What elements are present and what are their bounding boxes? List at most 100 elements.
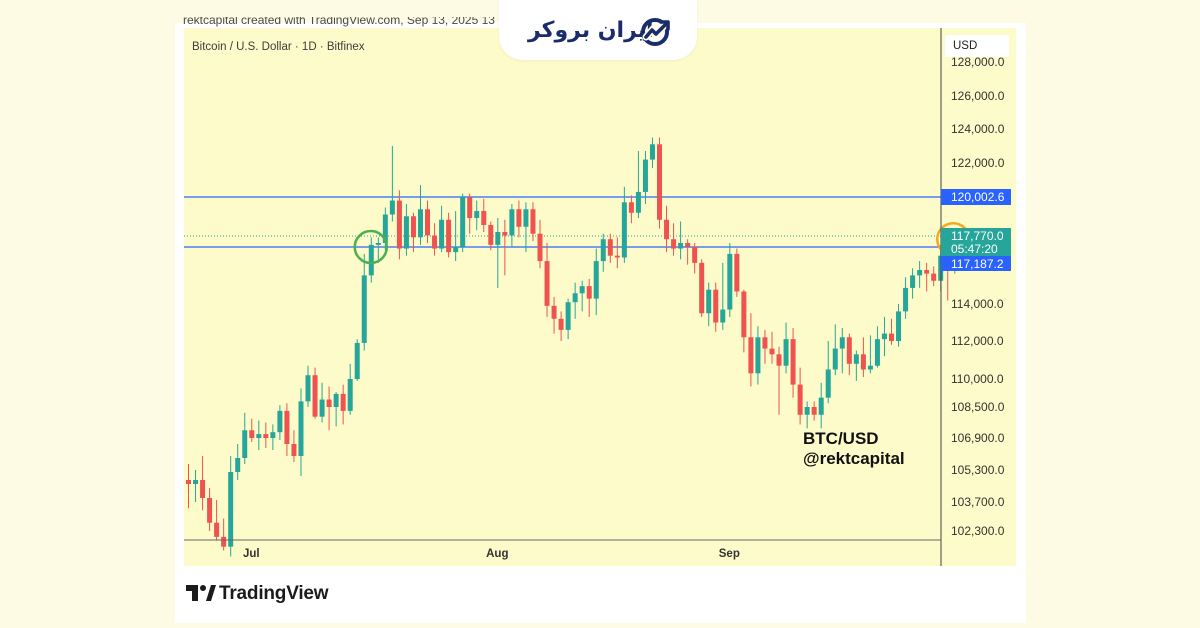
candle bbox=[214, 500, 220, 541]
candle-body bbox=[755, 337, 761, 374]
candle-body bbox=[291, 444, 297, 456]
candle-body bbox=[889, 333, 894, 341]
candle-body bbox=[924, 270, 930, 274]
candle-body bbox=[530, 209, 536, 234]
candle bbox=[649, 137, 655, 169]
last-price-tag-bg bbox=[941, 228, 1011, 258]
time-tick-label: Sep bbox=[719, 548, 740, 560]
candle-body bbox=[221, 536, 227, 547]
candle bbox=[502, 219, 508, 276]
candle-body bbox=[481, 211, 487, 225]
candle bbox=[713, 282, 719, 332]
candle bbox=[354, 339, 360, 381]
candle bbox=[544, 242, 550, 317]
candle-body bbox=[453, 246, 459, 253]
candle-body bbox=[657, 144, 663, 220]
candle bbox=[600, 233, 606, 272]
candle-body bbox=[881, 333, 887, 340]
level-tag-lower: 117,187.2 bbox=[941, 256, 1011, 271]
candle bbox=[488, 221, 494, 251]
candle bbox=[228, 456, 234, 557]
candle bbox=[523, 202, 529, 253]
candle-body bbox=[263, 434, 269, 438]
candle-body bbox=[867, 365, 873, 370]
candle bbox=[621, 186, 627, 263]
candle bbox=[474, 200, 480, 231]
price-tick-label: 110,000.0 bbox=[951, 372, 1004, 386]
candle bbox=[235, 444, 241, 480]
candle bbox=[811, 401, 817, 421]
candle bbox=[790, 328, 796, 398]
candle bbox=[642, 151, 648, 205]
candle-body bbox=[417, 209, 423, 238]
candle-body bbox=[495, 231, 501, 245]
candle-body bbox=[903, 287, 909, 312]
candle-body bbox=[741, 291, 747, 338]
candle-body bbox=[396, 200, 402, 249]
candle-body bbox=[614, 255, 620, 258]
chart-background bbox=[184, 28, 1016, 566]
price-tick-label: 124,000.0 bbox=[951, 122, 1005, 136]
candle bbox=[326, 386, 332, 431]
candle-body bbox=[896, 311, 902, 341]
candle bbox=[593, 248, 599, 316]
candle-body bbox=[439, 219, 445, 249]
price-tick-label: 126,000.0 bbox=[951, 89, 1005, 103]
price-tick-label: 102,300.0 bbox=[951, 524, 1005, 538]
candle-body bbox=[685, 242, 691, 247]
candle-body bbox=[326, 399, 332, 407]
candle bbox=[924, 262, 930, 292]
candle-body bbox=[910, 275, 916, 288]
candle-body bbox=[797, 384, 803, 415]
candle bbox=[277, 405, 283, 440]
candle-body bbox=[818, 397, 824, 415]
candle bbox=[425, 200, 431, 243]
watermark-author: @rektcapital bbox=[803, 449, 905, 468]
candle-body bbox=[699, 262, 705, 314]
candle-body bbox=[860, 354, 866, 370]
candle-body bbox=[312, 375, 318, 417]
candlestick-chart[interactable]: 128,000.0 126,000.0 124,000.0 122,000.0 114,… bbox=[184, 28, 1016, 566]
candle-body bbox=[762, 337, 768, 349]
candle bbox=[284, 403, 290, 456]
brand-logo-text[interactable]: ایران بروکر bbox=[528, 18, 654, 43]
tradingview-logo-icon bbox=[186, 585, 216, 601]
candle-body bbox=[727, 253, 733, 310]
currency-selector[interactable]: USD bbox=[945, 35, 1009, 57]
candle bbox=[389, 146, 395, 222]
candle bbox=[242, 412, 248, 464]
candle bbox=[614, 237, 620, 269]
candle bbox=[818, 382, 824, 429]
candle bbox=[256, 420, 262, 450]
candle bbox=[607, 233, 613, 263]
candle-body bbox=[607, 239, 613, 256]
candle-body bbox=[776, 354, 782, 366]
candle bbox=[783, 322, 789, 374]
candle bbox=[727, 242, 733, 317]
candle bbox=[846, 333, 852, 376]
candle bbox=[839, 328, 845, 374]
candle-body bbox=[214, 522, 220, 537]
candle bbox=[910, 268, 916, 299]
candle bbox=[312, 367, 318, 419]
candle bbox=[396, 190, 402, 260]
candle bbox=[628, 195, 634, 224]
candle bbox=[460, 193, 466, 253]
candle-body bbox=[783, 339, 789, 366]
candle bbox=[453, 211, 459, 262]
candle-body bbox=[917, 270, 923, 276]
tradingview-brand[interactable]: TradingView bbox=[219, 583, 329, 604]
price-axis: 128,000.0 126,000.0 124,000.0 122,000.0 114,… bbox=[184, 28, 1011, 566]
candle bbox=[193, 470, 199, 502]
candle-body bbox=[551, 305, 557, 319]
time-tick-label: Aug bbox=[486, 548, 508, 560]
candle bbox=[530, 202, 536, 242]
candle-body bbox=[446, 219, 452, 253]
level-tag-label: 120,002.6 bbox=[951, 190, 1005, 204]
candle-body bbox=[186, 480, 191, 484]
price-tick-label: 105,300.0 bbox=[951, 463, 1005, 477]
candle-body bbox=[720, 309, 726, 323]
candle-body bbox=[874, 339, 880, 366]
candle-body bbox=[270, 432, 276, 438]
candle-body bbox=[804, 407, 810, 415]
